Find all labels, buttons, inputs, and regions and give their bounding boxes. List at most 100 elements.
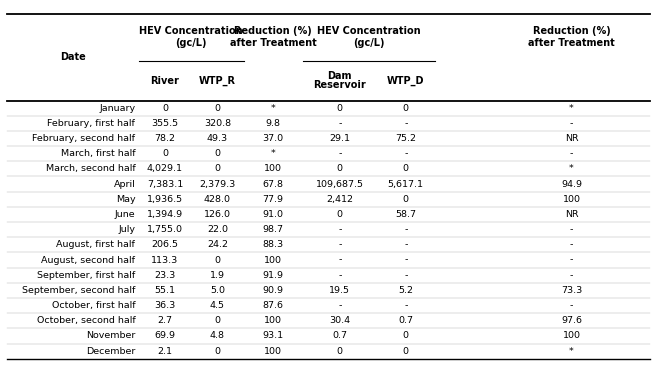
Text: 0: 0 xyxy=(337,104,343,113)
Text: 98.7: 98.7 xyxy=(263,225,284,234)
Text: HEV Concentration: HEV Concentration xyxy=(317,26,420,36)
Text: November: November xyxy=(86,332,135,340)
Text: 0: 0 xyxy=(214,104,221,113)
Text: 29.1: 29.1 xyxy=(329,134,350,143)
Text: -: - xyxy=(338,149,342,158)
Text: 0: 0 xyxy=(214,347,221,356)
Text: -: - xyxy=(570,255,574,265)
Text: 0.7: 0.7 xyxy=(332,332,348,340)
Text: 100: 100 xyxy=(264,164,282,173)
Text: April: April xyxy=(114,180,135,188)
Text: 19.5: 19.5 xyxy=(329,286,350,295)
Text: 0: 0 xyxy=(403,195,409,204)
Text: 109,687.5: 109,687.5 xyxy=(316,180,364,188)
Text: 1,394.9: 1,394.9 xyxy=(147,210,183,219)
Text: -: - xyxy=(570,271,574,280)
Text: March, second half: March, second half xyxy=(45,164,135,173)
Text: after Treatment: after Treatment xyxy=(528,38,615,48)
Text: -: - xyxy=(338,301,342,310)
Text: 24.2: 24.2 xyxy=(207,240,228,249)
Text: 87.6: 87.6 xyxy=(263,301,284,310)
Text: 2.7: 2.7 xyxy=(158,316,172,325)
Text: -: - xyxy=(338,240,342,249)
Text: 58.7: 58.7 xyxy=(396,210,417,219)
Text: August, second half: August, second half xyxy=(41,255,135,265)
Text: December: December xyxy=(86,347,135,356)
Text: *: * xyxy=(271,149,275,158)
Text: 0: 0 xyxy=(162,149,168,158)
Text: 88.3: 88.3 xyxy=(263,240,284,249)
Text: 0: 0 xyxy=(214,164,221,173)
Text: 90.9: 90.9 xyxy=(263,286,284,295)
Text: -: - xyxy=(570,301,574,310)
Text: -: - xyxy=(404,255,407,265)
Text: 0: 0 xyxy=(403,332,409,340)
Text: July: July xyxy=(118,225,135,234)
Text: 0.7: 0.7 xyxy=(398,316,413,325)
Text: -: - xyxy=(404,240,407,249)
Text: -: - xyxy=(338,225,342,234)
Text: -: - xyxy=(404,225,407,234)
Text: 1,936.5: 1,936.5 xyxy=(147,195,183,204)
Text: 5,617.1: 5,617.1 xyxy=(388,180,424,188)
Text: 22.0: 22.0 xyxy=(207,225,228,234)
Text: Reduction (%): Reduction (%) xyxy=(235,26,312,36)
Text: March, first half: March, first half xyxy=(60,149,135,158)
Text: -: - xyxy=(570,225,574,234)
Text: 0: 0 xyxy=(214,149,221,158)
Text: -: - xyxy=(404,149,407,158)
Text: 0: 0 xyxy=(162,104,168,113)
Text: NR: NR xyxy=(565,210,578,219)
Text: *: * xyxy=(271,104,275,113)
Text: 100: 100 xyxy=(264,255,282,265)
Text: 2,412: 2,412 xyxy=(327,195,353,204)
Text: August, first half: August, first half xyxy=(57,240,135,249)
Text: 0: 0 xyxy=(337,347,343,356)
Text: 77.9: 77.9 xyxy=(263,195,284,204)
Text: -: - xyxy=(338,119,342,128)
Text: -: - xyxy=(570,119,574,128)
Text: HEV Concentration: HEV Concentration xyxy=(139,26,243,36)
Text: 0: 0 xyxy=(403,164,409,173)
Text: 5.0: 5.0 xyxy=(210,286,225,295)
Text: 1.9: 1.9 xyxy=(210,271,225,280)
Text: 55.1: 55.1 xyxy=(154,286,175,295)
Text: *: * xyxy=(569,104,574,113)
Text: 49.3: 49.3 xyxy=(207,134,228,143)
Text: 100: 100 xyxy=(562,195,581,204)
Text: -: - xyxy=(404,301,407,310)
Text: 1,755.0: 1,755.0 xyxy=(147,225,183,234)
Text: 113.3: 113.3 xyxy=(151,255,179,265)
Text: *: * xyxy=(569,164,574,173)
Text: 4.5: 4.5 xyxy=(210,301,225,310)
Text: 67.8: 67.8 xyxy=(263,180,284,188)
Text: 4,029.1: 4,029.1 xyxy=(147,164,183,173)
Text: -: - xyxy=(404,271,407,280)
Text: February, first half: February, first half xyxy=(47,119,135,128)
Text: 2.1: 2.1 xyxy=(158,347,172,356)
Text: Reduction (%): Reduction (%) xyxy=(533,26,610,36)
Text: 91.0: 91.0 xyxy=(263,210,284,219)
Text: after Treatment: after Treatment xyxy=(230,38,317,48)
Text: 69.9: 69.9 xyxy=(154,332,175,340)
Text: -: - xyxy=(338,271,342,280)
Text: WTP_R: WTP_R xyxy=(199,75,236,86)
Text: September, second half: September, second half xyxy=(22,286,135,295)
Text: 126.0: 126.0 xyxy=(204,210,231,219)
Text: 94.9: 94.9 xyxy=(561,180,582,188)
Text: 0: 0 xyxy=(403,347,409,356)
Text: 30.4: 30.4 xyxy=(329,316,350,325)
Text: 97.6: 97.6 xyxy=(561,316,582,325)
Text: 7,383.1: 7,383.1 xyxy=(147,180,183,188)
Text: Date: Date xyxy=(60,52,85,63)
Text: 5.2: 5.2 xyxy=(398,286,413,295)
Text: 0: 0 xyxy=(214,316,221,325)
Text: 36.3: 36.3 xyxy=(154,301,175,310)
Text: 37.0: 37.0 xyxy=(263,134,284,143)
Text: January: January xyxy=(99,104,135,113)
Text: October, first half: October, first half xyxy=(52,301,135,310)
Text: 0: 0 xyxy=(214,255,221,265)
Text: June: June xyxy=(115,210,135,219)
Text: -: - xyxy=(404,119,407,128)
Text: October, second half: October, second half xyxy=(37,316,135,325)
